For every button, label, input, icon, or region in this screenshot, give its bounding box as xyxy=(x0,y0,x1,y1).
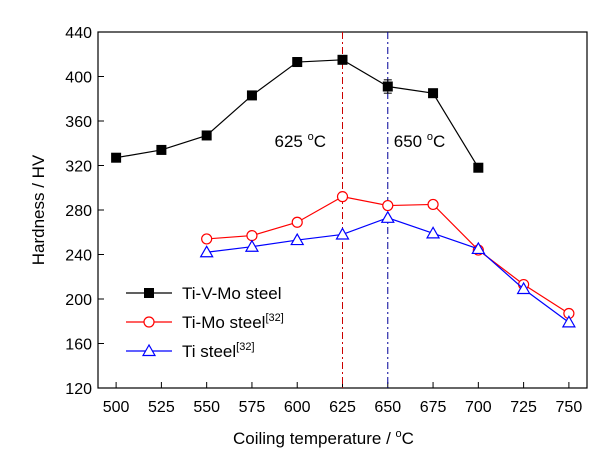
data-point xyxy=(111,152,122,163)
data-point xyxy=(336,191,349,203)
x-tick-label: 750 xyxy=(556,399,583,416)
data-point xyxy=(201,130,212,141)
x-tick-label: 600 xyxy=(284,399,311,416)
data-point xyxy=(335,227,350,240)
x-tick-label: 575 xyxy=(239,399,266,416)
data-point xyxy=(471,241,486,255)
legend-marker xyxy=(143,316,155,328)
y-tick-label: 240 xyxy=(65,248,92,265)
data-point xyxy=(516,281,531,295)
legend-entry: Ti-V-Mo steel xyxy=(126,284,282,303)
y-tick-label: 160 xyxy=(65,337,92,354)
legend-reference: [32] xyxy=(236,341,254,353)
x-tick-label: 675 xyxy=(420,399,447,416)
data-point xyxy=(428,88,439,99)
annotation-value: 650 xyxy=(394,132,427,151)
data-point xyxy=(382,199,394,212)
axis-ticks: 500 525 550 575 600 625 650 675 700 725 750 120 160 2… xyxy=(65,25,582,416)
legend-marker xyxy=(144,288,154,298)
series-0 xyxy=(111,54,484,173)
legend-reference: [32] xyxy=(265,312,283,324)
x-axis-title: Coiling temperature / oC xyxy=(233,428,414,448)
data-point xyxy=(380,210,395,223)
y-tick-label: 360 xyxy=(65,114,92,131)
legend-label: Ti-Mo steel[32] xyxy=(182,312,284,332)
data-point xyxy=(292,57,303,68)
data-point xyxy=(244,239,259,252)
x-axis-title-unit: C xyxy=(402,429,414,448)
x-tick-label: 525 xyxy=(148,399,175,416)
x-tick-label: 700 xyxy=(465,399,492,416)
x-tick-label: 625 xyxy=(329,399,356,416)
series-line xyxy=(116,59,479,169)
reference-lines xyxy=(342,32,389,388)
annotation-value: 625 xyxy=(275,132,308,151)
data-point xyxy=(473,162,484,173)
data-point xyxy=(156,144,167,155)
y-tick-label: 280 xyxy=(65,203,92,220)
data-point xyxy=(291,216,303,228)
x-tick-label: 650 xyxy=(374,399,401,416)
data-point xyxy=(337,54,348,65)
temperature-annotation: 650 oC xyxy=(394,131,446,151)
annotation-unit: C xyxy=(314,132,326,151)
data-point xyxy=(290,232,305,246)
x-tick-label: 500 xyxy=(103,399,130,416)
x-tick-label: 550 xyxy=(193,399,220,416)
data-point xyxy=(201,233,213,245)
data-point xyxy=(246,90,257,101)
annotations: 625 oC 650 oC xyxy=(275,131,446,151)
data-point xyxy=(561,315,576,328)
y-tick-label: 320 xyxy=(65,159,92,176)
data-point xyxy=(426,226,441,239)
annotation-degree-sign: o xyxy=(427,131,433,143)
y-tick-label: 200 xyxy=(65,292,92,309)
legend-name: Ti-Mo steel xyxy=(182,313,265,332)
x-tick-label: 725 xyxy=(510,399,537,416)
data-point xyxy=(382,81,393,92)
data-point xyxy=(246,229,258,242)
data-series xyxy=(111,54,576,328)
legend-name: Ti steel xyxy=(182,342,236,361)
annotation-degree-sign: o xyxy=(308,131,314,143)
y-axis-title: Hardness / HV xyxy=(29,154,48,265)
y-tick-label: 440 xyxy=(65,25,92,42)
annotation-unit: C xyxy=(433,132,445,151)
legend-name: Ti-V-Mo steel xyxy=(182,284,282,303)
x-axis-degree-sign: o xyxy=(396,428,402,440)
legend-entry: Ti-Mo steel[32] xyxy=(126,312,284,332)
y-tick-label: 400 xyxy=(65,70,92,87)
legend-label: Ti-V-Mo steel xyxy=(182,284,282,303)
data-point xyxy=(199,245,214,258)
temperature-annotation: 625 oC xyxy=(275,131,327,151)
legend-label: Ti steel[32] xyxy=(182,341,255,361)
series-2 xyxy=(199,210,576,328)
y-tick-label: 120 xyxy=(65,381,92,398)
legend-entry: Ti steel[32] xyxy=(126,341,255,361)
x-axis-title-text: Coiling temperature / xyxy=(233,429,396,448)
data-point xyxy=(427,198,439,211)
legend-marker xyxy=(141,343,157,357)
